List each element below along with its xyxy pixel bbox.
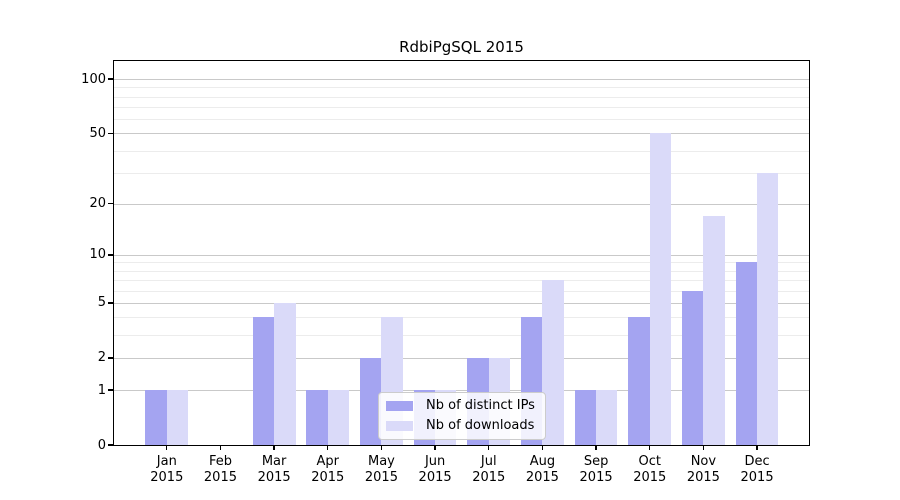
- bar-downloads-nov: [703, 215, 725, 445]
- legend-swatch-ips: [386, 401, 413, 411]
- gridline-minor-6: [114, 290, 809, 292]
- legend: Nb of distinct IPs Nb of downloads: [378, 392, 546, 440]
- x-tick-label-apr: Apr 2015: [311, 454, 345, 485]
- bar-ips-apr: [306, 390, 328, 445]
- gridline-major-10: [114, 254, 809, 256]
- y-tick-label-100: 100: [81, 71, 106, 87]
- bar-downloads-mar: [274, 302, 296, 445]
- x-tick-label-sep: Sep 2015: [579, 454, 613, 485]
- x-tick-nov: [702, 445, 705, 450]
- x-tick-sep: [595, 445, 597, 450]
- gridline-major-5: [114, 302, 809, 304]
- y-tick-100: [108, 78, 113, 80]
- gridline-minor-30: [114, 172, 809, 174]
- x-tick-label-may: May 2015: [364, 454, 398, 485]
- y-tick-20: [108, 202, 113, 205]
- x-tick-jul: [488, 445, 490, 450]
- gridline-minor-3: [114, 335, 809, 337]
- y-tick-label-1: 1: [97, 382, 106, 398]
- y-tick-label-20: 20: [89, 196, 106, 212]
- bar-ips-nov: [682, 290, 704, 445]
- legend-item-downloads: Nb of downloads: [386, 418, 536, 434]
- gridline-minor-70: [114, 107, 809, 109]
- x-tick-may: [380, 445, 383, 450]
- legend-label-ips: Nb of distinct IPs: [426, 398, 535, 413]
- bar-downloads-sep: [596, 390, 618, 445]
- y-tick-5: [108, 302, 113, 304]
- y-tick-label-10: 10: [89, 247, 106, 263]
- y-tick-0: [108, 444, 113, 446]
- y-tick-2: [108, 357, 113, 359]
- gridline-major-50: [114, 133, 809, 135]
- x-tick-oct: [649, 445, 651, 450]
- x-tick-feb: [219, 445, 222, 450]
- bar-ips-mar: [252, 317, 275, 445]
- bar-downloads-dec: [757, 172, 779, 445]
- x-tick-label-dec: Dec 2015: [740, 454, 774, 485]
- bar-ips-sep: [574, 390, 597, 445]
- x-tick-label-jun: Jun 2015: [418, 454, 452, 485]
- gridline-minor-60: [114, 119, 809, 121]
- bar-downloads-oct: [649, 133, 672, 445]
- x-tick-dec: [756, 445, 758, 450]
- x-tick-label-mar: Mar 2015: [257, 454, 291, 485]
- legend-item-ips: Nb of distinct IPs: [386, 398, 536, 414]
- legend-label-downloads: Nb of downloads: [426, 418, 535, 433]
- gridline-minor-4: [114, 317, 809, 319]
- x-tick-label-feb: Feb 2015: [203, 454, 237, 485]
- x-tick-label-jan: Jan 2015: [150, 454, 184, 485]
- x-tick-label-jul: Jul 2015: [472, 454, 506, 485]
- x-tick-jun: [434, 445, 436, 450]
- y-tick-label-0: 0: [97, 437, 106, 453]
- legend-swatch-downloads: [386, 421, 413, 431]
- x-tick-aug: [541, 445, 544, 450]
- plot-area: [114, 61, 809, 445]
- y-tick-1: [108, 389, 113, 391]
- y-tick-label-50: 50: [89, 125, 106, 141]
- chart-title: RdbiPgSQL 2015: [399, 38, 524, 56]
- gridline-major-2: [114, 357, 809, 359]
- x-tick-label-oct: Oct 2015: [633, 454, 667, 485]
- gridline-minor-80: [114, 96, 809, 98]
- gridline-major-1: [114, 390, 809, 392]
- bar-ips-oct: [628, 317, 650, 445]
- x-tick-apr: [327, 445, 329, 450]
- gridline-minor-7: [114, 280, 809, 282]
- x-tick-label-aug: Aug 2015: [525, 454, 559, 485]
- gridline-major-100: [114, 79, 809, 81]
- y-tick-label-5: 5: [97, 295, 106, 311]
- y-tick-label-2: 2: [97, 350, 106, 366]
- gridline-minor-90: [114, 87, 809, 89]
- gridline-major-20: [114, 203, 809, 205]
- gridline-minor-8: [114, 270, 809, 272]
- bar-downloads-jan: [166, 390, 189, 445]
- x-tick-mar: [273, 445, 275, 450]
- y-tick-10: [108, 254, 113, 256]
- x-tick-jan: [166, 445, 168, 450]
- y-tick-50: [108, 132, 113, 134]
- bar-downloads-aug: [542, 280, 564, 445]
- bar-ips-jan: [145, 390, 167, 445]
- x-tick-label-nov: Nov 2015: [686, 454, 720, 485]
- bar-downloads-apr: [327, 390, 350, 445]
- gridline-minor-9: [114, 262, 809, 264]
- gridline-minor-40: [114, 150, 809, 152]
- bar-ips-dec: [735, 262, 758, 445]
- bar-ips-may: [360, 357, 382, 445]
